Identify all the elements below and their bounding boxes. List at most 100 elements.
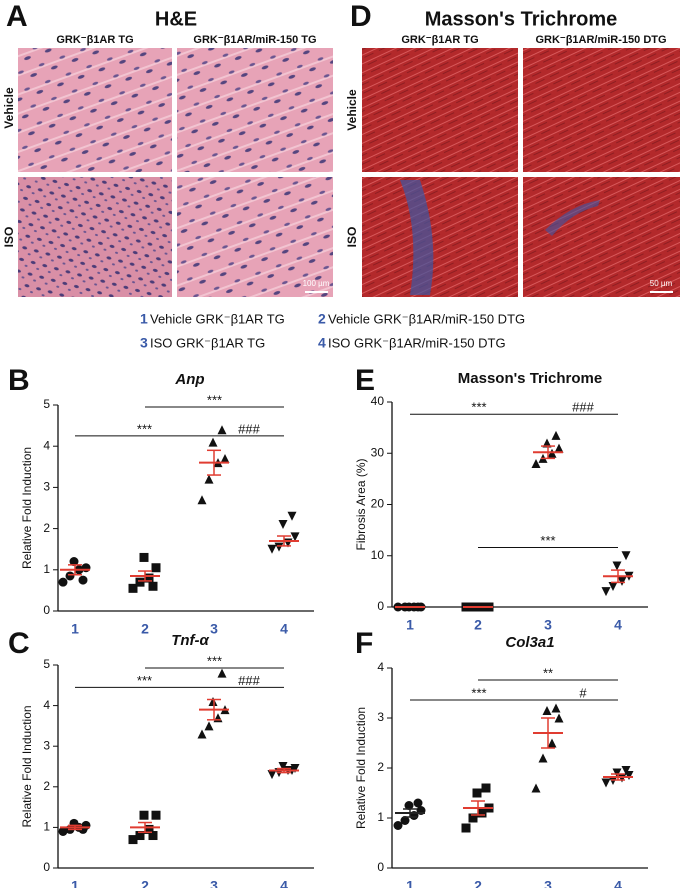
data-point <box>139 810 149 820</box>
legend: 1 Vehicle GRK⁻β1AR TG 2 Vehicle GRK⁻β1AR… <box>140 311 525 351</box>
y-tick-label: 3 <box>43 738 50 752</box>
x-tick-label: 2 <box>474 617 482 633</box>
data-point <box>477 808 487 818</box>
significance-label: *** <box>207 653 222 668</box>
chart-title: Masson's Trichrome <box>458 370 602 387</box>
data-point <box>278 519 288 529</box>
data-point <box>139 552 149 562</box>
micrograph <box>18 177 172 297</box>
x-tick-label: 1 <box>71 878 79 888</box>
x-tick-label: 3 <box>544 878 552 888</box>
data-point <box>69 557 79 567</box>
y-tick-label: 5 <box>43 397 50 411</box>
data-point <box>151 563 161 573</box>
data-point <box>400 816 410 825</box>
x-tick-label: 2 <box>141 878 149 888</box>
legend-text: ISO GRK⁻β1AR TG <box>150 335 265 350</box>
panel-a: A H&E GRK⁻β1AR TG GRK⁻β1AR/miR-150 TG Ve… <box>2 0 333 297</box>
data-point <box>472 788 482 798</box>
data-point <box>81 563 91 573</box>
column-header: GRK⁻β1AR TG <box>401 34 478 46</box>
legend-number: 1 <box>140 311 148 327</box>
significance-label: ** <box>543 665 553 680</box>
y-tick-label: 5 <box>43 657 50 671</box>
legend-text: Vehicle GRK⁻β1AR/miR-150 DTG <box>328 311 525 326</box>
y-tick-label: 2 <box>43 779 50 793</box>
data-point <box>461 823 471 833</box>
significance-label: *** <box>137 421 152 436</box>
panel-title: H&E <box>155 8 197 30</box>
scale-bar-label: 50 µm <box>650 279 673 288</box>
x-tick-label: 3 <box>210 878 218 888</box>
data-point <box>404 801 414 810</box>
y-tick-label: 4 <box>43 698 50 712</box>
data-point <box>151 810 161 820</box>
micrograph <box>362 48 518 172</box>
y-axis-label: Relative Fold Induction <box>354 707 368 829</box>
column-header: GRK⁻β1AR/miR-150 TG <box>193 34 316 46</box>
x-tick-label: 1 <box>406 878 414 888</box>
data-point <box>128 583 138 593</box>
x-tick-label: 4 <box>280 621 288 637</box>
data-point <box>213 713 223 723</box>
data-point <box>197 495 207 505</box>
micrograph <box>362 177 518 297</box>
y-axis-label: Relative Fold Induction <box>20 447 34 569</box>
significance-label: *** <box>540 533 555 548</box>
data-point <box>287 511 297 521</box>
data-point <box>617 576 627 586</box>
data-point <box>135 577 145 587</box>
data-point <box>551 430 561 440</box>
chart-title: Tnf-α <box>171 632 209 649</box>
y-tick-label: 0 <box>43 860 50 874</box>
data-point <box>554 443 564 453</box>
column-header: GRK⁻β1AR/miR-150 DTG <box>535 34 666 46</box>
significance-label: *** <box>471 685 486 700</box>
data-point <box>204 474 214 484</box>
data-point <box>542 438 552 448</box>
data-point <box>612 561 622 571</box>
significance-label: *** <box>471 400 486 415</box>
chart-title: Anp <box>174 371 204 388</box>
y-tick-label: 20 <box>371 497 385 511</box>
y-axis-label: Fibrosis Area (%) <box>354 458 368 550</box>
x-tick-label: 4 <box>280 878 288 888</box>
fibrosis-stain <box>545 200 600 236</box>
row-label: Vehicle <box>345 89 359 131</box>
y-axis-label: Relative Fold Induction <box>20 705 34 827</box>
data-point <box>531 459 541 468</box>
data-point <box>278 762 288 771</box>
x-tick-label: 3 <box>210 621 218 637</box>
data-point <box>148 581 158 591</box>
data-point <box>481 783 491 793</box>
row-label: ISO <box>345 227 359 248</box>
y-tick-label: 4 <box>377 660 384 674</box>
y-tick-label: 0 <box>377 599 384 613</box>
legend-text: ISO GRK⁻β1AR/miR-150 DTG <box>328 335 506 350</box>
micrograph <box>18 48 172 172</box>
data-point <box>612 768 622 778</box>
x-tick-label: 4 <box>614 617 622 633</box>
data-point <box>274 542 284 552</box>
data-point <box>468 813 478 823</box>
y-tick-label: 1 <box>43 820 50 834</box>
y-tick-label: 4 <box>43 438 50 452</box>
data-point <box>65 571 75 581</box>
data-point <box>128 835 138 845</box>
significance-label: ### <box>238 673 260 688</box>
data-point <box>197 729 207 739</box>
panel-letter: E <box>355 364 375 397</box>
y-tick-label: 2 <box>43 521 50 535</box>
data-point <box>538 753 548 763</box>
panel-letter: A <box>6 0 28 33</box>
significance-label: *** <box>207 392 222 407</box>
panel-letter: B <box>8 364 30 397</box>
x-tick-label: 3 <box>544 617 552 633</box>
y-tick-label: 30 <box>371 445 385 459</box>
data-point <box>144 573 154 583</box>
data-point <box>621 766 631 775</box>
row-label: ISO <box>2 227 16 248</box>
data-point <box>551 703 561 713</box>
data-point <box>393 821 403 830</box>
